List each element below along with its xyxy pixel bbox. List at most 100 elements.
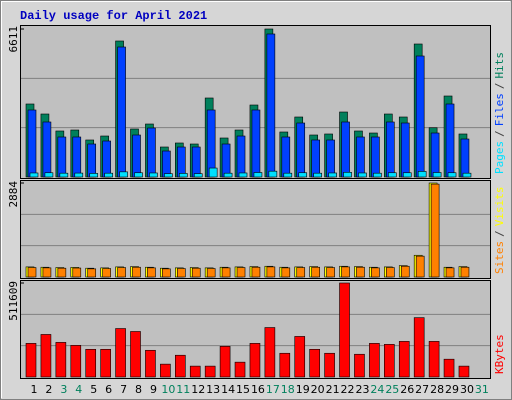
bar — [445, 103, 455, 178]
bar — [204, 365, 216, 378]
bar — [132, 134, 141, 178]
bar — [147, 127, 156, 178]
x-tick-label: 18 — [281, 383, 295, 396]
legend-separator: / — [493, 83, 506, 90]
bar — [445, 267, 455, 278]
bar — [72, 267, 82, 278]
bar — [311, 266, 320, 278]
bar — [147, 267, 156, 278]
bar — [89, 173, 99, 178]
x-tick-label: 26 — [400, 383, 414, 396]
x-tick-label: 25 — [385, 383, 399, 396]
x-tick-label: 2 — [45, 383, 52, 396]
bar — [238, 172, 248, 178]
bar — [115, 328, 126, 378]
bar — [189, 365, 201, 378]
bar — [74, 172, 84, 178]
bar — [249, 343, 261, 378]
x-tick-label: 21 — [326, 383, 340, 396]
bar — [27, 267, 37, 278]
bar — [356, 136, 365, 178]
bar — [400, 122, 410, 178]
bar — [219, 346, 231, 378]
bar — [326, 267, 335, 278]
bar — [402, 172, 412, 178]
bar — [324, 352, 335, 378]
bar — [251, 266, 261, 278]
bar — [266, 33, 276, 178]
bar — [27, 109, 37, 178]
bar — [268, 170, 278, 178]
legend-entry: Files — [493, 93, 506, 126]
x-tick-label: 27 — [415, 383, 429, 396]
x-tick-label: 22 — [341, 383, 355, 396]
x-tick-label: 5 — [90, 383, 97, 396]
x-tick-label: 8 — [135, 383, 142, 396]
bar — [279, 352, 291, 378]
bar — [458, 365, 470, 378]
bar — [102, 140, 111, 178]
bar — [443, 358, 455, 378]
y-tick-label: 511609 — [7, 281, 20, 321]
bar — [264, 327, 276, 378]
bar — [430, 183, 440, 278]
panel — [20, 180, 491, 279]
x-tick-label: 23 — [355, 383, 369, 396]
bar — [177, 268, 186, 278]
bar — [117, 267, 126, 278]
x-tick-label: 12 — [191, 383, 205, 396]
bar — [428, 341, 440, 378]
legend-entry: Pages — [493, 141, 506, 174]
x-tick-label: 3 — [60, 383, 67, 396]
x-tick-label: 19 — [296, 383, 310, 396]
bar — [236, 267, 246, 278]
bar — [413, 317, 425, 378]
chart-title: Daily usage for April 2021 — [20, 9, 207, 23]
bar — [311, 139, 320, 178]
bar — [298, 172, 308, 178]
bar — [130, 331, 141, 378]
bar — [29, 172, 39, 178]
bar — [104, 172, 113, 178]
legend-entry: Hits — [493, 52, 506, 79]
bar — [177, 146, 186, 178]
bar — [145, 349, 156, 378]
bar — [191, 146, 201, 178]
legend: KBytes — [493, 334, 506, 374]
bar — [179, 173, 188, 178]
bar — [102, 268, 111, 278]
bar — [343, 171, 352, 178]
bar — [42, 121, 52, 178]
x-tick-label: 17 — [266, 383, 280, 396]
bar — [149, 172, 158, 178]
bar — [206, 109, 216, 178]
legend-separator: / — [493, 230, 506, 237]
bar — [460, 138, 470, 178]
legend-entry: KBytes — [493, 334, 506, 374]
legend: Sites / Visits — [493, 187, 506, 275]
bar — [281, 267, 291, 278]
x-tick-label: 16 — [251, 383, 265, 396]
bar — [462, 172, 472, 178]
bar — [371, 267, 380, 278]
bar — [266, 266, 276, 278]
bar — [296, 267, 306, 278]
bar — [388, 172, 397, 178]
legend-entry: Sites — [493, 241, 506, 274]
x-tick-label: 13 — [206, 383, 220, 396]
bar — [221, 143, 231, 178]
bar — [356, 266, 365, 278]
bar — [460, 266, 470, 278]
x-tick-label: 31 — [475, 383, 489, 396]
bar — [85, 348, 97, 378]
bar — [100, 348, 111, 378]
bar — [432, 172, 442, 178]
bar — [57, 267, 67, 278]
bar — [417, 171, 427, 178]
x-tick-label: 29 — [445, 383, 459, 396]
bar — [87, 143, 97, 178]
x-tick-label: 9 — [150, 383, 157, 396]
bar — [164, 173, 173, 178]
bar — [55, 342, 67, 378]
bar — [296, 122, 306, 178]
